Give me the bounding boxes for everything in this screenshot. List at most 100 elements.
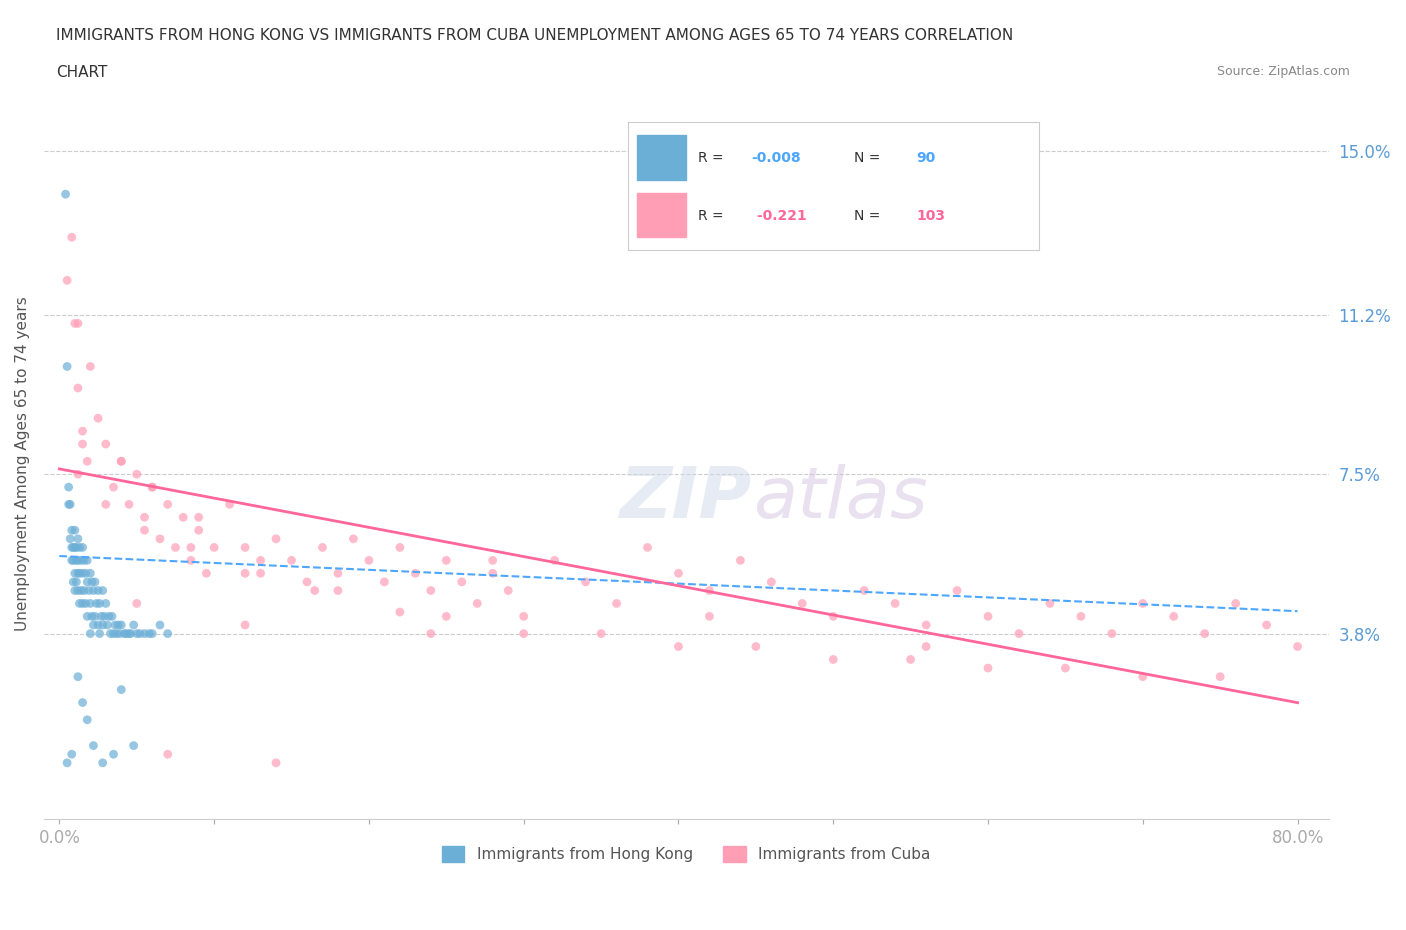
Point xyxy=(82,738,104,753)
Point xyxy=(280,553,302,568)
Point xyxy=(180,553,202,568)
Point xyxy=(118,497,141,512)
Point xyxy=(1194,626,1216,641)
Point xyxy=(66,316,89,331)
Point xyxy=(125,467,148,482)
Point xyxy=(94,497,117,512)
Point xyxy=(72,596,94,611)
Point xyxy=(66,380,89,395)
Point xyxy=(156,626,179,641)
Point xyxy=(1008,626,1031,641)
Point xyxy=(59,531,82,546)
Point xyxy=(91,755,114,770)
Point xyxy=(75,596,97,611)
Point xyxy=(125,596,148,611)
Point xyxy=(1132,596,1154,611)
Y-axis label: Unemployment Among Ages 65 to 74 years: Unemployment Among Ages 65 to 74 years xyxy=(15,296,30,631)
Point xyxy=(373,575,395,590)
Point xyxy=(110,454,132,469)
Point xyxy=(110,683,132,698)
Point xyxy=(149,618,172,632)
Point xyxy=(105,626,128,641)
Point xyxy=(195,565,218,580)
Point xyxy=(668,565,690,580)
Point xyxy=(342,531,364,546)
Point xyxy=(233,618,256,632)
Point xyxy=(60,553,83,568)
Point xyxy=(56,272,79,287)
Point xyxy=(730,553,752,568)
Point xyxy=(62,553,84,568)
Point xyxy=(76,553,98,568)
Point xyxy=(82,583,104,598)
Point xyxy=(120,626,142,641)
Point xyxy=(62,540,84,555)
Point xyxy=(218,497,240,512)
Point xyxy=(1209,670,1232,684)
Point xyxy=(1070,609,1092,624)
Point xyxy=(60,540,83,555)
Point xyxy=(311,540,333,555)
Point xyxy=(72,565,94,580)
Point xyxy=(87,411,110,426)
Point xyxy=(55,187,77,202)
Point xyxy=(357,553,380,568)
Point xyxy=(82,618,104,632)
Point xyxy=(668,639,690,654)
Point xyxy=(65,540,87,555)
Point xyxy=(125,626,148,641)
Point xyxy=(977,660,1000,675)
Point xyxy=(512,609,534,624)
Point xyxy=(1286,639,1309,654)
Text: CHART: CHART xyxy=(56,65,108,80)
Text: Source: ZipAtlas.com: Source: ZipAtlas.com xyxy=(1216,65,1350,78)
Point xyxy=(1256,618,1278,632)
Point xyxy=(60,523,83,538)
Point xyxy=(107,618,129,632)
Point xyxy=(79,596,101,611)
Point xyxy=(60,747,83,762)
Point xyxy=(69,596,91,611)
Point xyxy=(823,609,845,624)
Point xyxy=(66,583,89,598)
Point xyxy=(1054,660,1077,675)
Point xyxy=(388,604,411,619)
Point xyxy=(79,359,101,374)
Point xyxy=(65,553,87,568)
Point xyxy=(91,583,114,598)
Point xyxy=(326,565,349,580)
Point xyxy=(699,583,721,598)
Point xyxy=(63,583,86,598)
Point xyxy=(80,575,103,590)
Point xyxy=(141,480,163,495)
Point xyxy=(264,531,287,546)
Point xyxy=(93,609,115,624)
Point xyxy=(233,565,256,580)
Point xyxy=(591,626,613,641)
Point xyxy=(69,565,91,580)
Point xyxy=(97,609,120,624)
Point xyxy=(915,618,938,632)
Point xyxy=(450,575,472,590)
Point xyxy=(304,583,326,598)
Point xyxy=(72,695,94,710)
Point xyxy=(761,575,783,590)
Point xyxy=(122,738,145,753)
Point xyxy=(110,618,132,632)
Point xyxy=(103,626,125,641)
Point xyxy=(79,565,101,580)
Point xyxy=(103,747,125,762)
Point xyxy=(1163,609,1185,624)
Point xyxy=(1132,670,1154,684)
Point xyxy=(419,626,441,641)
Point xyxy=(434,609,457,624)
Point xyxy=(100,626,122,641)
Point xyxy=(110,454,132,469)
Point xyxy=(156,747,179,762)
Point xyxy=(58,497,80,512)
Point xyxy=(172,510,194,525)
Text: atlas: atlas xyxy=(754,464,928,534)
Point xyxy=(637,540,659,555)
Point xyxy=(65,575,87,590)
Point xyxy=(108,626,131,641)
